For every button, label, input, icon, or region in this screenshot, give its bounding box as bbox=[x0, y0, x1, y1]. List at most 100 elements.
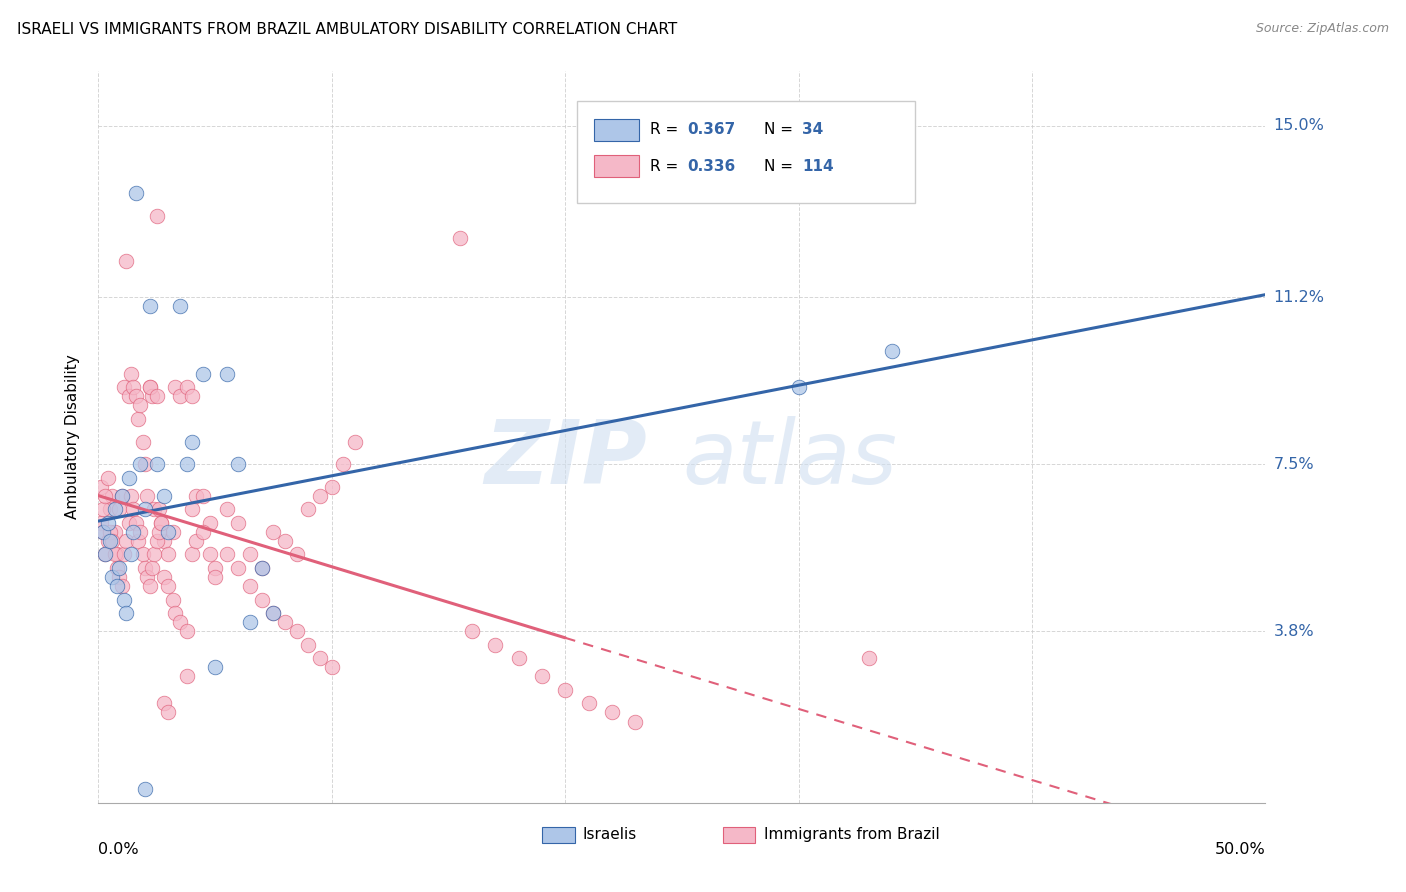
Point bbox=[101, 489, 124, 503]
Point bbox=[200, 516, 222, 530]
Point bbox=[91, 502, 114, 516]
Point bbox=[118, 471, 141, 485]
Point bbox=[285, 548, 308, 562]
Point bbox=[122, 524, 145, 539]
Point bbox=[200, 548, 222, 562]
Point bbox=[139, 579, 162, 593]
FancyBboxPatch shape bbox=[541, 827, 575, 843]
Point bbox=[215, 367, 238, 381]
Text: 15.0%: 15.0% bbox=[1274, 118, 1324, 133]
Point bbox=[250, 592, 273, 607]
Point bbox=[111, 579, 134, 593]
Point bbox=[125, 389, 148, 403]
Point bbox=[97, 533, 120, 548]
Point bbox=[169, 299, 191, 313]
Point bbox=[120, 548, 142, 562]
Point bbox=[127, 412, 149, 426]
Point bbox=[157, 548, 180, 562]
Point bbox=[250, 561, 273, 575]
Point bbox=[90, 480, 112, 494]
Point bbox=[108, 561, 131, 575]
Point bbox=[274, 533, 297, 548]
Point bbox=[169, 615, 191, 630]
Point bbox=[152, 489, 174, 503]
Point bbox=[105, 561, 128, 575]
FancyBboxPatch shape bbox=[595, 119, 638, 141]
Point bbox=[134, 561, 156, 575]
Point bbox=[787, 380, 810, 394]
Point bbox=[108, 502, 131, 516]
Text: atlas: atlas bbox=[682, 416, 897, 502]
Point bbox=[115, 254, 138, 268]
Point bbox=[262, 606, 284, 620]
Point bbox=[132, 434, 155, 449]
Text: 0.336: 0.336 bbox=[688, 159, 735, 174]
Point bbox=[97, 471, 120, 485]
Point bbox=[309, 489, 332, 503]
Text: N =: N = bbox=[763, 122, 797, 137]
Point bbox=[449, 231, 471, 245]
Point bbox=[98, 524, 121, 539]
Point bbox=[274, 615, 297, 630]
Text: Immigrants from Brazil: Immigrants from Brazil bbox=[763, 827, 939, 842]
Point bbox=[150, 516, 173, 530]
Point bbox=[204, 561, 226, 575]
Point bbox=[129, 457, 152, 471]
Point bbox=[141, 389, 163, 403]
Point bbox=[204, 660, 226, 674]
Point bbox=[120, 489, 142, 503]
Point bbox=[148, 502, 170, 516]
Point bbox=[94, 548, 117, 562]
Point bbox=[104, 524, 127, 539]
Text: Israelis: Israelis bbox=[582, 827, 637, 842]
Point bbox=[112, 380, 135, 394]
Point bbox=[146, 457, 169, 471]
Point bbox=[193, 367, 215, 381]
Point bbox=[344, 434, 367, 449]
Point bbox=[125, 516, 148, 530]
Point bbox=[508, 651, 530, 665]
Point bbox=[554, 682, 576, 697]
Point bbox=[139, 380, 162, 394]
Point bbox=[169, 389, 191, 403]
Point bbox=[186, 489, 208, 503]
Point bbox=[624, 714, 647, 729]
Point bbox=[115, 606, 138, 620]
Point bbox=[98, 502, 121, 516]
Point bbox=[239, 579, 262, 593]
Point bbox=[94, 489, 117, 503]
Point bbox=[143, 502, 166, 516]
Point bbox=[134, 782, 156, 797]
Point bbox=[129, 524, 152, 539]
Point bbox=[162, 592, 184, 607]
Point bbox=[239, 548, 262, 562]
Point bbox=[104, 548, 127, 562]
Point bbox=[139, 380, 162, 394]
Point bbox=[215, 548, 238, 562]
FancyBboxPatch shape bbox=[595, 155, 638, 178]
Point bbox=[262, 524, 284, 539]
Point bbox=[880, 344, 903, 359]
Point bbox=[141, 561, 163, 575]
Point bbox=[578, 697, 600, 711]
Point bbox=[193, 524, 215, 539]
Point bbox=[132, 548, 155, 562]
Point bbox=[309, 651, 332, 665]
Point bbox=[104, 502, 127, 516]
Point bbox=[204, 570, 226, 584]
Point bbox=[122, 380, 145, 394]
Text: R =: R = bbox=[651, 122, 683, 137]
Text: 114: 114 bbox=[801, 159, 834, 174]
Point bbox=[162, 524, 184, 539]
Y-axis label: Ambulatory Disability: Ambulatory Disability bbox=[65, 355, 80, 519]
Point bbox=[180, 434, 202, 449]
FancyBboxPatch shape bbox=[576, 101, 915, 203]
Point bbox=[101, 533, 124, 548]
Point bbox=[150, 516, 173, 530]
Point bbox=[321, 480, 343, 494]
Point bbox=[112, 592, 135, 607]
Point bbox=[105, 579, 128, 593]
Point bbox=[332, 457, 354, 471]
Point bbox=[143, 548, 166, 562]
Point bbox=[321, 660, 343, 674]
